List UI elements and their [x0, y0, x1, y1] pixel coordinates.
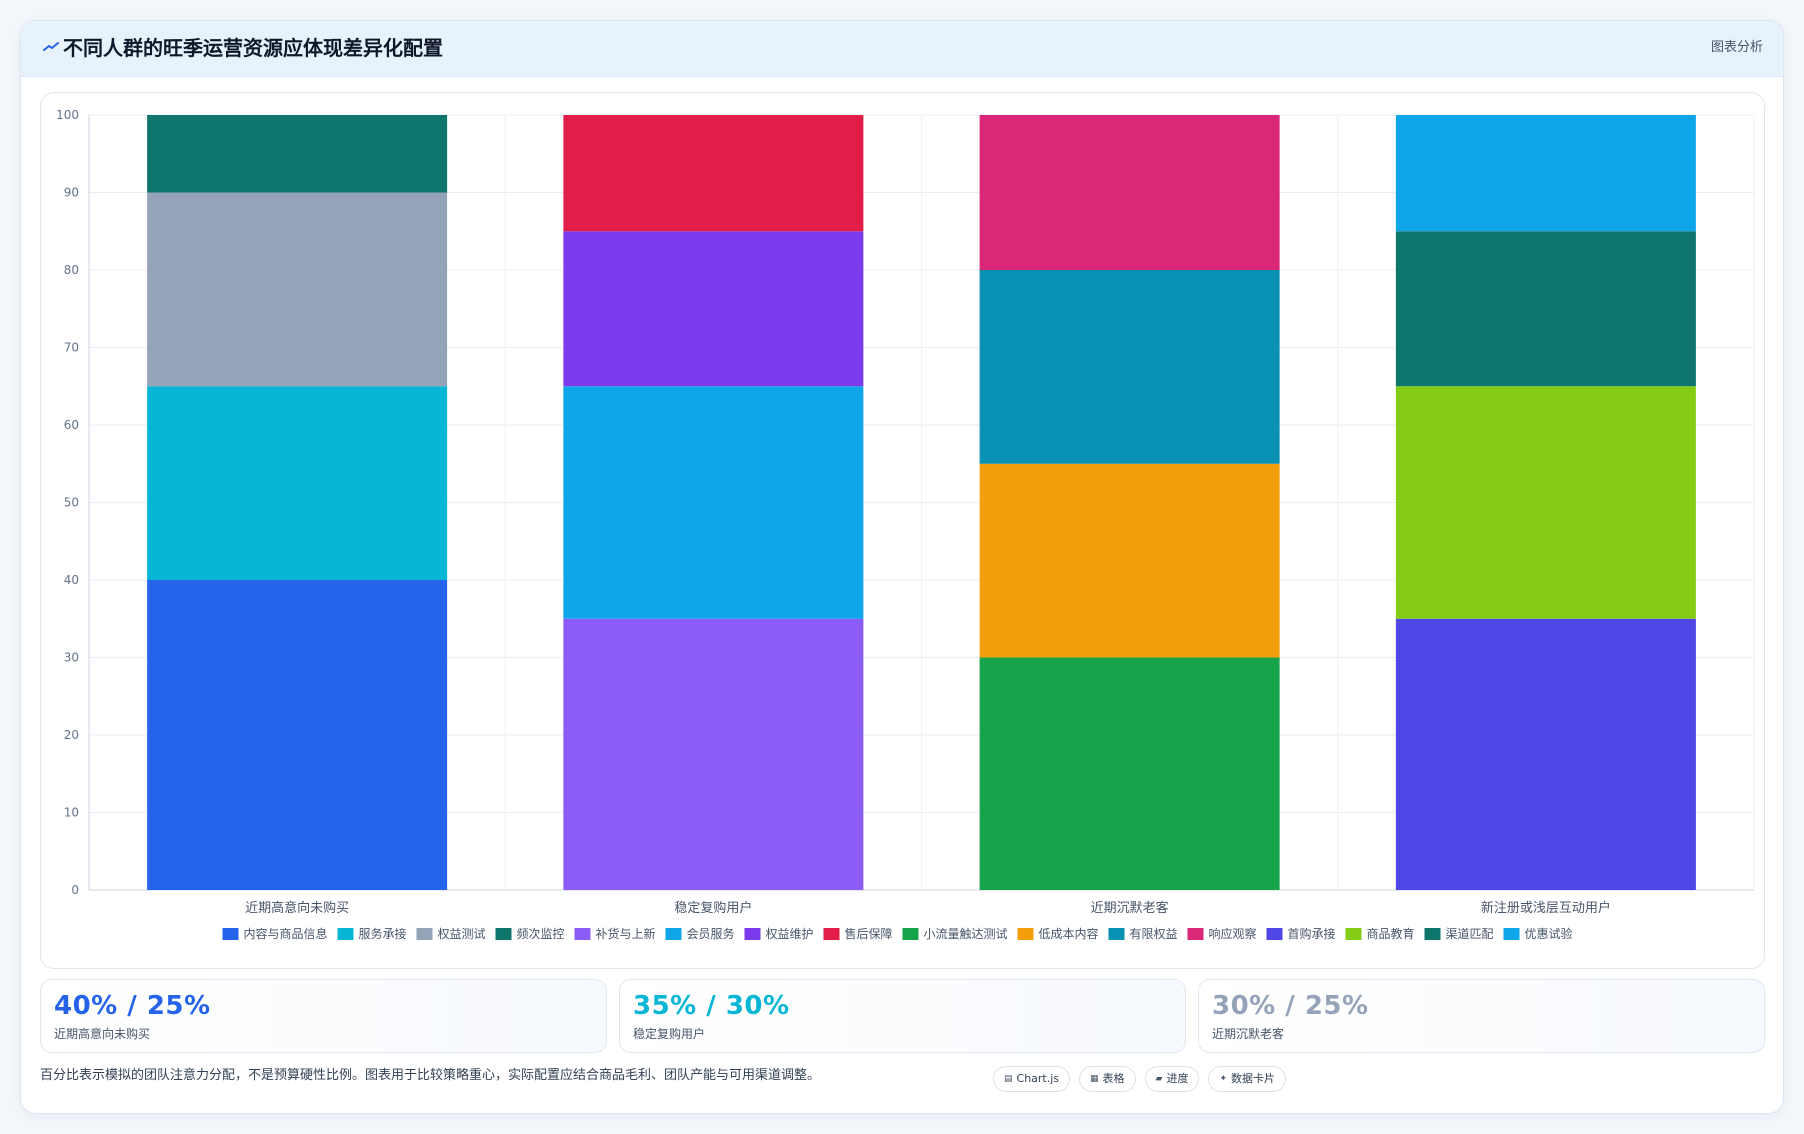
bar-segment [1395, 115, 1696, 232]
y-tick-label: 100 [56, 108, 79, 122]
legend-swatch [1017, 928, 1034, 940]
bar-segment [1395, 386, 1696, 619]
pill-label: 数据卡片 [1231, 1072, 1276, 1085]
legend-label: 响应观察 [1209, 926, 1257, 941]
y-tick-label: 10 [64, 806, 79, 820]
bar-segment [563, 618, 864, 890]
legend-swatch [902, 928, 919, 940]
legend-label: 售后保障 [845, 926, 893, 941]
progress-button[interactable]: ▰ 进度 [1144, 1066, 1200, 1092]
y-tick-label: 50 [64, 496, 79, 510]
stat-card-high-intent: 40% / 25% 近期高意向未购买 [40, 979, 607, 1053]
view-switcher: ▤ Chart.js ▦ 表格 ▰ 进度 ✦ 数据卡片 [993, 1066, 1287, 1092]
stat-label: 稳定复购用户 [633, 1027, 706, 1041]
legend-label: 有限权益 [1130, 927, 1178, 941]
pill-label: 表格 [1102, 1072, 1125, 1085]
legend-swatch [1424, 928, 1441, 940]
legend-swatch [665, 928, 682, 940]
bar-segment [563, 115, 864, 232]
legend-label: 服务承接 [359, 926, 407, 941]
chart-analysis-button[interactable]: 图表分析 [1710, 40, 1763, 55]
table-icon: ▦ [1090, 1074, 1099, 1084]
legend-label: 小流量触达测试 [924, 926, 1008, 941]
stat-cards: 40% / 25% 近期高意向未购买 35% / 30% 稳定复购用户 30% … [40, 979, 1765, 1053]
trend-line-icon [43, 39, 59, 55]
stat-value: 30% / 25% [1212, 991, 1369, 1021]
legend-label: 商品教育 [1367, 926, 1415, 941]
bar-segment [563, 386, 864, 619]
bar-segment [147, 115, 448, 193]
card-header: 不同人群的旺季运营资源应体现差异化配置 图表分析 [21, 21, 1783, 77]
chart-panel: 0 10 20 30 40 50 60 70 80 90 100 近期高意向未购买 稳定复购用户 近期沉默… [40, 92, 1765, 969]
legend-label: 会员服务 [687, 926, 735, 941]
legend-label: 首购承接 [1288, 926, 1336, 941]
stat-card-repeat-buyers: 35% / 30% 稳定复购用户 [619, 979, 1186, 1053]
legend-swatch [1266, 928, 1283, 940]
table-button[interactable]: ▦ 表格 [1079, 1066, 1136, 1092]
stat-value: 35% / 30% [633, 991, 790, 1021]
legend-swatch [1108, 928, 1125, 940]
bar-segment [147, 580, 448, 890]
data-card-button[interactable]: ✦ 数据卡片 [1208, 1066, 1287, 1092]
x-tick-label: 稳定复购用户 [674, 900, 752, 916]
legend-swatch [495, 928, 512, 940]
x-tick-label: 近期高意向未购买 [245, 900, 349, 916]
legend-swatch [1187, 928, 1204, 940]
legend-label: 优惠试验 [1525, 926, 1573, 941]
legend-swatch [744, 928, 761, 940]
legend-label: 权益维护 [766, 927, 814, 941]
y-tick-label: 70 [64, 341, 79, 355]
bar-segment [979, 270, 1280, 464]
bar-segment [979, 657, 1280, 890]
legend-swatch [1345, 928, 1362, 940]
legend-label: 低成本内容 [1039, 926, 1099, 941]
chart-card: 不同人群的旺季运营资源应体现差异化配置 图表分析 0 10 20 30 40 50 60 70… [20, 20, 1784, 1114]
stat-label: 近期高意向未购买 [54, 1027, 151, 1041]
bar-segment [1395, 618, 1696, 890]
y-tick-label: 80 [64, 263, 79, 277]
stacked-bar-chart: 0 10 20 30 40 50 60 70 80 90 100 近期高意向未购买 稳定复购用户 近期沉默… [56, 108, 1755, 941]
y-tick-label: 30 [64, 651, 79, 665]
legend-label: 渠道匹配 [1446, 927, 1494, 941]
x-tick-label: 新注册或浅层互动用户 [1481, 900, 1611, 916]
legend-swatch [1503, 928, 1520, 940]
pill-label: Chart.js [1016, 1072, 1060, 1085]
bar-segment [979, 463, 1280, 658]
y-tick-label: 90 [64, 186, 79, 200]
sparkle-icon: ✦ [1219, 1074, 1228, 1084]
footer-note: 百分比表示模拟的团队注意力分配，不是预算硬性比例。图表用于比较策略重心，实际配置… [40, 1068, 821, 1083]
bar-segment [979, 115, 1280, 270]
stat-value: 40% / 25% [54, 991, 211, 1021]
legend-label: 内容与商品信息 [244, 926, 328, 941]
page-title: 不同人群的旺季运营资源应体现差异化配置 [63, 36, 443, 60]
legend-label: 频次监控 [517, 927, 565, 941]
x-tick-label: 近期沉默老客 [1091, 900, 1169, 916]
legend-swatch [574, 928, 591, 940]
y-tick-label: 0 [71, 883, 79, 897]
stat-card-dormant: 30% / 25% 近期沉默老客 [1198, 979, 1765, 1053]
legend-swatch [337, 928, 354, 940]
bar-segment [147, 386, 448, 580]
y-tick-label: 40 [64, 573, 79, 587]
bar-segment [563, 231, 864, 387]
legend-swatch [222, 928, 239, 940]
y-tick-label: 20 [64, 728, 79, 742]
chartjs-button[interactable]: ▤ Chart.js [993, 1066, 1071, 1092]
legend-swatch [416, 928, 433, 940]
legend-swatch [823, 928, 840, 940]
legend-label: 权益测试 [438, 926, 486, 941]
legend-label: 补货与上新 [596, 926, 656, 941]
stat-label: 近期沉默老客 [1212, 1027, 1285, 1041]
pill-label: 进度 [1166, 1072, 1189, 1085]
y-tick-label: 60 [64, 418, 79, 432]
chart-icon: ▤ [1004, 1074, 1013, 1084]
progress-icon: ▰ [1155, 1074, 1163, 1084]
bar-segment [147, 192, 448, 387]
bar-segment [1395, 231, 1696, 387]
